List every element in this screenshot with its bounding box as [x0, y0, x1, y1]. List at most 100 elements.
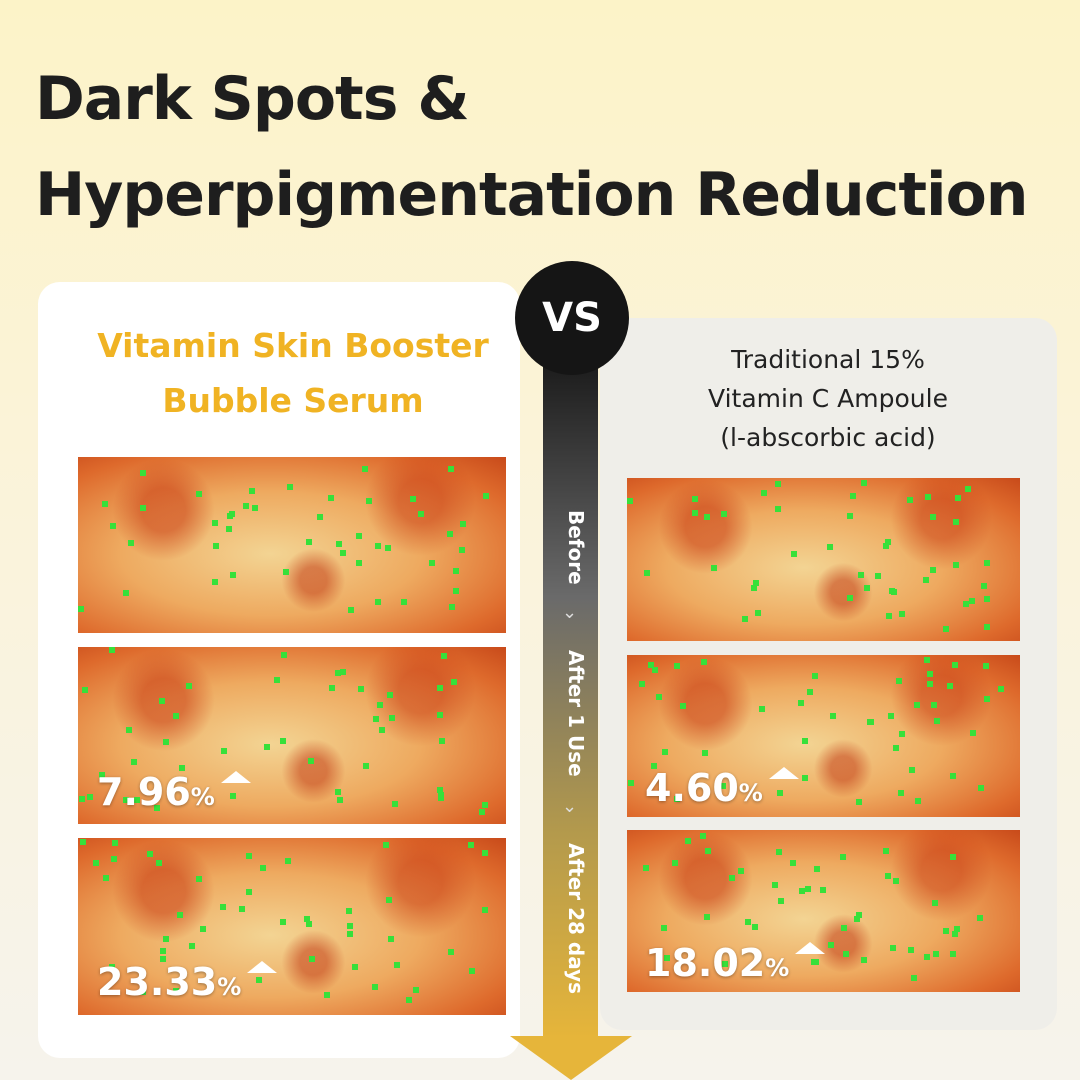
spot-marker [842, 951, 849, 957]
spot-marker [280, 652, 287, 659]
spot-marker [176, 912, 183, 919]
spot-marker [691, 509, 698, 516]
spot-marker [741, 616, 748, 623]
spot-marker [336, 797, 343, 804]
spot-marker [252, 504, 259, 511]
right-title: Vitamin C Ampoule [708, 384, 948, 413]
spot-marker [242, 502, 249, 509]
spot-marker [428, 559, 435, 566]
title-line: Hyperpigmentation Reduction [35, 160, 1029, 230]
spot-marker [701, 659, 708, 666]
spot-marker [661, 924, 668, 931]
spot-marker [759, 706, 766, 713]
spot-marker [980, 582, 987, 589]
spot-marker [978, 784, 985, 791]
spot-marker [372, 984, 379, 991]
spot-marker [438, 737, 445, 744]
result: 4.60% [645, 766, 799, 810]
spot-marker [888, 712, 895, 719]
spot-marker [226, 512, 233, 519]
spot-marker [922, 576, 929, 583]
result-unit: % [190, 783, 215, 811]
right-title: (l-abscorbic acid) [720, 423, 936, 452]
spot-marker [931, 899, 938, 906]
spot-marker [162, 738, 169, 745]
spot-marker [195, 491, 202, 498]
spot-marker [82, 687, 89, 694]
spot-marker [226, 525, 233, 532]
spot-marker [651, 763, 658, 770]
spot-marker [259, 865, 266, 872]
spot-marker [372, 715, 379, 722]
spot-marker [357, 685, 364, 692]
spot-marker [134, 797, 141, 804]
spot-marker [720, 782, 726, 789]
right-title: Traditional 15% [731, 345, 925, 374]
timeline-bar [543, 360, 598, 1038]
spot-marker [790, 859, 797, 866]
spot-marker [701, 750, 708, 757]
spot-marker [895, 678, 902, 685]
spot-marker [356, 532, 363, 539]
spot-marker [827, 941, 834, 948]
spot-marker [394, 962, 401, 969]
spot-marker [99, 772, 106, 779]
spot-marker [810, 959, 817, 966]
spot-marker [376, 701, 383, 708]
spot-marker [249, 488, 256, 495]
spot-marker [389, 715, 395, 722]
spot-marker [790, 551, 797, 558]
result: 7.96% [97, 770, 251, 814]
spot-marker [328, 684, 335, 691]
spot-marker [861, 957, 868, 964]
spot-marker [801, 775, 808, 782]
spot-marker [79, 795, 86, 802]
spot-marker [754, 610, 761, 617]
spot-marker [219, 904, 226, 911]
spot-marker [147, 850, 154, 857]
skin-photo [78, 457, 506, 633]
spot-marker [482, 850, 489, 857]
spot-marker [738, 867, 745, 874]
spot-marker [246, 889, 253, 896]
spot-marker [970, 729, 977, 736]
spot-marker [983, 596, 990, 603]
spot-marker [230, 792, 237, 799]
spot-marker [108, 963, 115, 970]
spot-marker [882, 847, 889, 854]
spot-marker [856, 912, 863, 919]
spot-marker [775, 481, 782, 488]
spot-marker [820, 887, 827, 894]
spot-marker [274, 677, 280, 684]
timeline-label: After 28 days [564, 843, 588, 995]
spot-marker [760, 489, 767, 496]
spot-marker [983, 663, 990, 670]
spot-marker [483, 492, 490, 499]
spot-marker [672, 860, 679, 867]
spot-marker [126, 726, 133, 733]
spot-marker [482, 906, 489, 913]
spot-marker [280, 918, 287, 925]
spot-marker [913, 702, 920, 709]
up-arrow [795, 942, 826, 954]
spot-marker [804, 886, 811, 893]
spot-marker [361, 465, 368, 472]
result-unit: % [738, 779, 763, 807]
spot-marker [446, 531, 453, 538]
left-title: Vitamin Skin Booster [97, 326, 489, 365]
spot-marker [406, 996, 413, 1003]
spot-marker [753, 580, 760, 587]
result-number: 4.60 [645, 766, 739, 810]
spot-marker [750, 585, 757, 592]
spot-marker [840, 854, 847, 861]
spot-marker [365, 497, 372, 504]
result-unit: % [217, 973, 242, 1001]
spot-marker [412, 987, 419, 994]
spot-marker [968, 597, 975, 604]
spot-marker [798, 887, 805, 894]
spot-marker [387, 691, 394, 698]
vs-badge: VS [515, 261, 629, 375]
spot-marker [469, 968, 476, 975]
spot-marker [304, 916, 311, 923]
